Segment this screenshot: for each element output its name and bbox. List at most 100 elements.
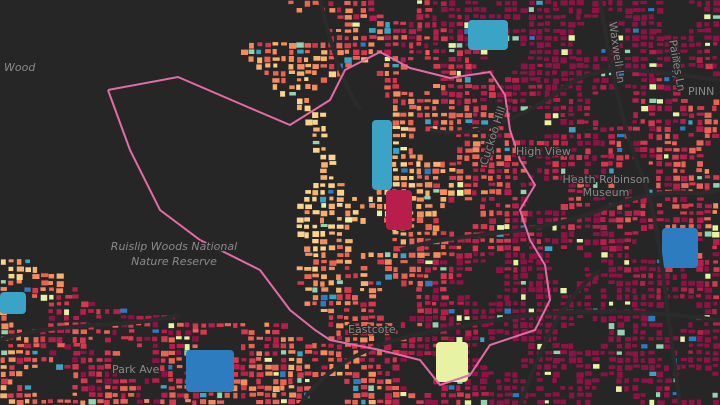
building (96, 379, 103, 383)
building (401, 280, 407, 287)
building (648, 273, 653, 279)
building (337, 245, 343, 250)
building (457, 35, 464, 41)
building (696, 336, 703, 342)
building (416, 14, 424, 20)
building (320, 294, 328, 301)
building (689, 155, 695, 160)
building (408, 393, 416, 399)
building (601, 252, 608, 258)
building (433, 218, 439, 224)
building (305, 63, 311, 68)
building (457, 161, 462, 165)
building (512, 203, 519, 209)
building (408, 98, 415, 105)
building (32, 294, 38, 298)
building (441, 98, 448, 104)
building (641, 91, 646, 96)
building (680, 211, 687, 215)
building (696, 253, 703, 259)
building (520, 322, 528, 328)
building (584, 302, 591, 307)
building (712, 357, 719, 361)
building (568, 224, 575, 231)
building (640, 8, 646, 12)
building (521, 358, 528, 363)
building (0, 259, 6, 265)
building (433, 189, 440, 193)
building (8, 399, 16, 404)
building (305, 204, 312, 210)
building (361, 50, 368, 56)
building (360, 14, 367, 18)
building (664, 386, 670, 391)
building (672, 98, 678, 102)
building (400, 147, 407, 151)
building (297, 57, 302, 63)
building (353, 49, 360, 56)
building (545, 294, 552, 299)
building (312, 0, 320, 5)
building (633, 91, 640, 96)
building (544, 238, 551, 243)
building (313, 147, 320, 153)
building (449, 91, 456, 97)
building (296, 337, 303, 341)
building (424, 399, 432, 405)
building (440, 330, 447, 334)
building (432, 281, 439, 285)
building (88, 371, 96, 377)
building (297, 105, 302, 111)
building (289, 92, 296, 96)
building (184, 322, 190, 328)
building (704, 14, 711, 20)
building (633, 15, 641, 21)
building (560, 386, 565, 390)
building (241, 344, 246, 351)
building (288, 70, 295, 74)
building (353, 1, 358, 6)
building (480, 210, 486, 217)
building (633, 308, 640, 312)
building (337, 70, 342, 77)
building (552, 378, 557, 383)
building (641, 365, 649, 370)
building (656, 175, 661, 181)
building (40, 343, 47, 349)
building (585, 224, 591, 228)
building (72, 385, 78, 390)
building (520, 232, 526, 237)
building (97, 386, 102, 391)
building (633, 210, 641, 216)
building (697, 106, 705, 110)
building (712, 63, 717, 69)
building (681, 273, 687, 279)
building (384, 49, 391, 56)
building (400, 112, 407, 117)
building (321, 287, 329, 292)
building (536, 287, 543, 293)
building (168, 350, 176, 355)
building (304, 197, 310, 202)
building (504, 385, 511, 391)
building (480, 399, 488, 405)
building (392, 155, 398, 159)
building (528, 238, 535, 244)
building (632, 98, 639, 103)
building (512, 140, 521, 146)
building (153, 315, 160, 319)
building (713, 351, 719, 356)
building (496, 379, 501, 384)
building (680, 63, 685, 68)
building (177, 322, 184, 327)
building (48, 281, 53, 285)
building (544, 371, 551, 375)
building (472, 147, 480, 153)
building (305, 84, 311, 89)
building (449, 162, 456, 166)
building (457, 182, 464, 188)
building (640, 218, 647, 223)
building (656, 336, 663, 341)
building (8, 344, 13, 348)
building (513, 274, 519, 280)
